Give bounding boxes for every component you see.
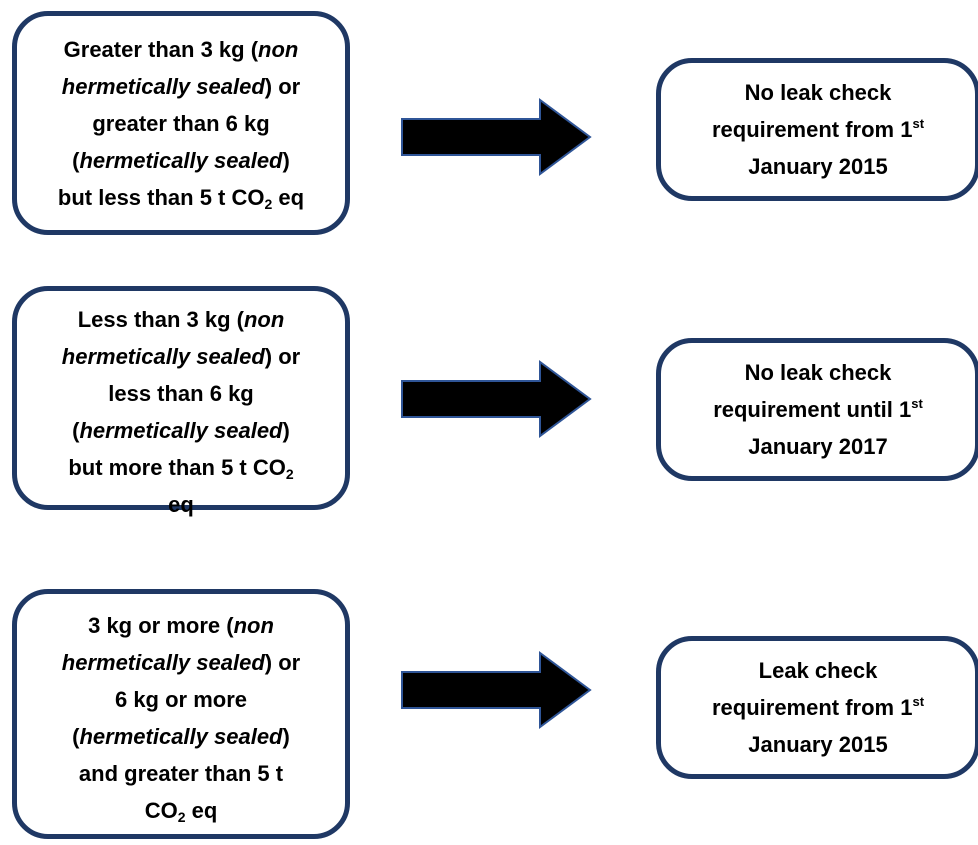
- outcome-text-1: No leak check requirement from 1st Janua…: [711, 80, 925, 179]
- condition-text-2: Less than 3 kg (non hermetically sealed)…: [61, 307, 301, 517]
- arrow-1: [401, 98, 592, 176]
- condition-text-1: Greater than 3 kg (non hermetically seal…: [57, 36, 305, 212]
- arrow-shape-1: [401, 98, 592, 176]
- condition-box-1: Greater than 3 kg (non hermetically seal…: [12, 11, 350, 235]
- outcome-box-2: No leak check requirement until 1st Janu…: [656, 338, 978, 481]
- arrow-2: [401, 360, 592, 438]
- outcome-text-3: Leak check requirement from 1st January …: [711, 658, 925, 757]
- arrow-3: [401, 651, 592, 729]
- outcome-text-2: No leak check requirement until 1st Janu…: [713, 360, 923, 459]
- condition-box-3: 3 kg or more (non hermetically sealed) o…: [12, 589, 350, 839]
- outcome-box-3: Leak check requirement from 1st January …: [656, 636, 978, 779]
- condition-box-2: Less than 3 kg (non hermetically sealed)…: [12, 286, 350, 517]
- arrow-shape-3: [401, 651, 592, 729]
- outcome-box-1: No leak check requirement from 1st Janua…: [656, 58, 978, 201]
- arrow-shape-2: [401, 360, 592, 438]
- condition-text-3: 3 kg or more (non hermetically sealed) o…: [61, 613, 301, 825]
